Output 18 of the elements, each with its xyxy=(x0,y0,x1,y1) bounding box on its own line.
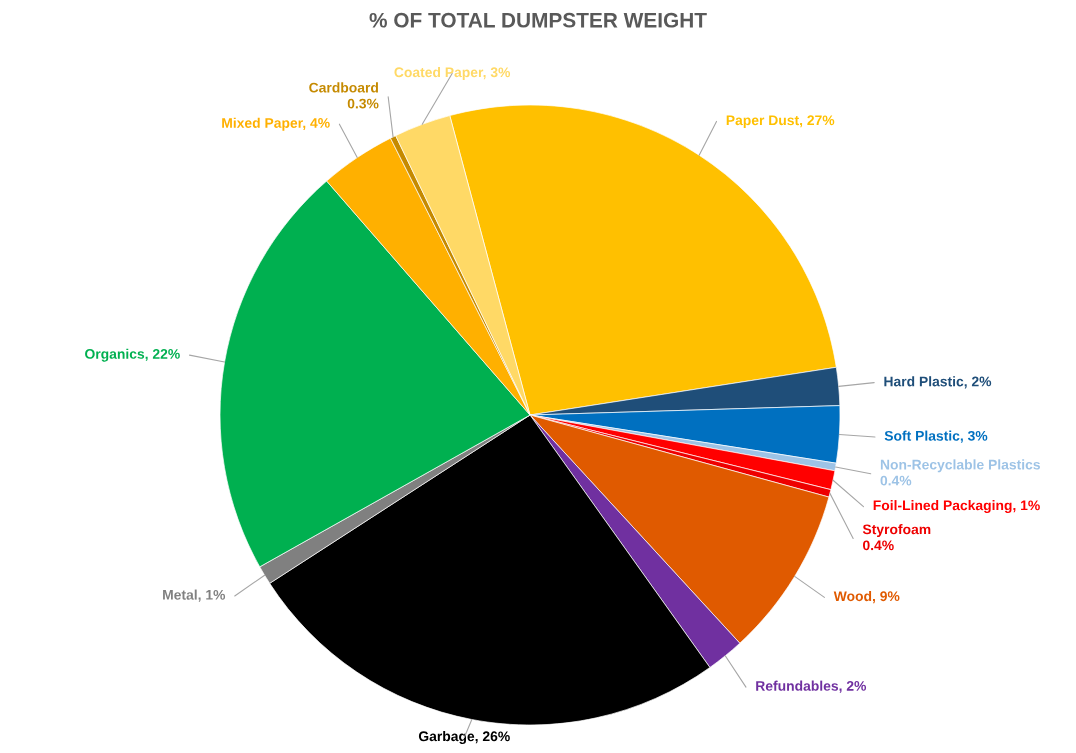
slice-label: Mixed Paper, 4% xyxy=(222,117,330,131)
data-label: 0.4% xyxy=(863,540,894,551)
slice-label: Hard Plastic, 2% xyxy=(884,376,992,389)
slice-label: Garbage, 26% xyxy=(418,731,510,744)
slice-label: Non-Recyclable Plastics xyxy=(880,459,1040,473)
chart-title: % OF TOTAL DUMPSTER WEIGHT xyxy=(369,12,707,28)
slice-label: Foil-Lined Packaging, 1% xyxy=(873,500,1040,514)
slice-label: Metal, 1% xyxy=(163,589,226,602)
slice-label: Paper Dust, 27% xyxy=(726,115,835,128)
slice-label: Wood, 9% xyxy=(833,590,900,604)
slice-label: Refundables, 2% xyxy=(756,680,867,693)
slice-label: Styrofoam xyxy=(862,524,931,537)
slice-label: Coated Paper, 3% xyxy=(394,66,511,80)
slice-label: Soft Plastic, 3% xyxy=(884,430,988,443)
slice-label: Cardboard xyxy=(309,82,378,93)
data-label: 0.4% xyxy=(880,475,912,486)
data-label: 0.3% xyxy=(347,98,379,109)
slice-label: Organics, 22% xyxy=(85,348,180,362)
